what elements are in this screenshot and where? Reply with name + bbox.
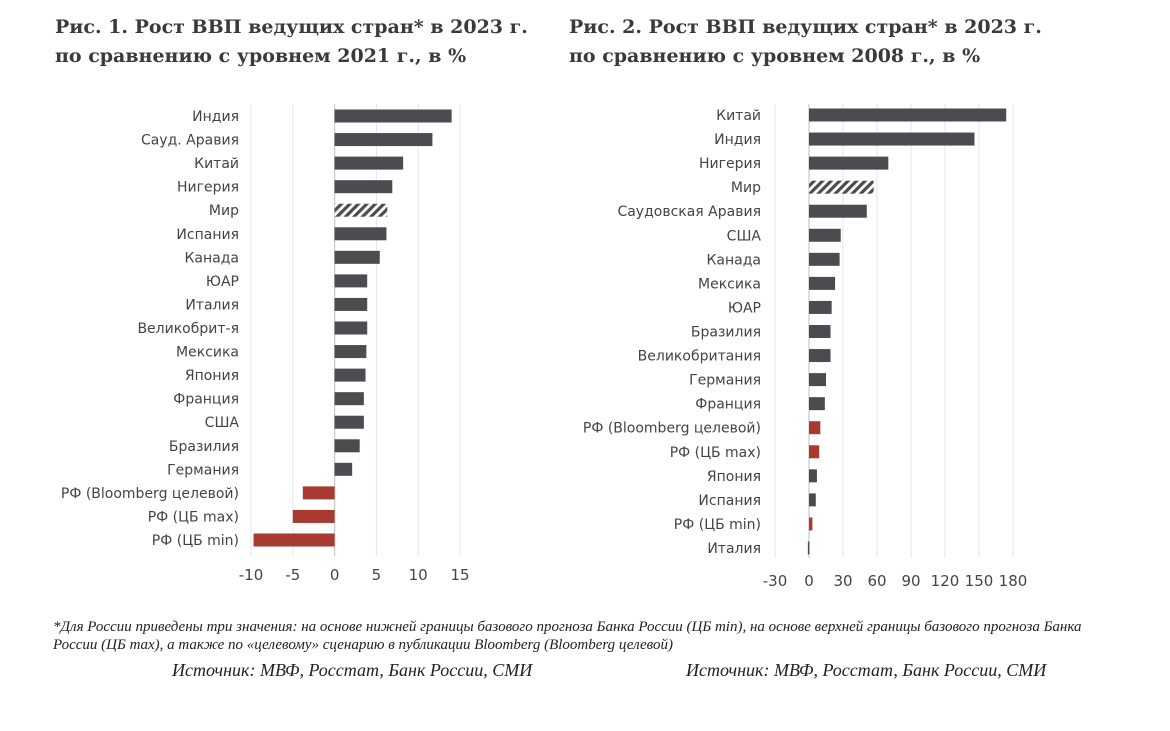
category-label: Испания — [698, 493, 761, 509]
source-left: Источник: МВФ, Росстат, Банк России, СМИ — [172, 660, 533, 680]
category-label: Франция — [695, 397, 761, 413]
bar — [334, 133, 433, 147]
bar — [809, 132, 975, 146]
category-label: Нигерия — [699, 156, 761, 172]
bar — [809, 349, 831, 363]
category-label: Германия — [689, 373, 761, 389]
bar — [809, 493, 816, 507]
category-label: Япония — [707, 469, 761, 485]
bar — [334, 156, 404, 170]
tick-label: 10 — [409, 566, 428, 584]
category-label: Китай — [194, 156, 239, 172]
category-label: Великобрит-я — [137, 321, 239, 337]
bar — [334, 250, 380, 264]
bar — [809, 397, 825, 411]
category-label: США — [727, 228, 762, 244]
category-label: Саудовская Аравия — [617, 204, 761, 220]
bar — [809, 180, 874, 194]
tick-label: 120 — [931, 572, 960, 590]
category-label: РФ (Bloomberg целевой) — [583, 421, 761, 437]
category-label: Китай — [716, 108, 761, 124]
bar — [334, 392, 364, 406]
category-label: Франция — [173, 392, 239, 408]
bar — [302, 486, 335, 500]
tick-label: -10 — [239, 566, 264, 584]
category-label: Индия — [192, 109, 239, 125]
bar — [809, 204, 867, 218]
category-label: Мир — [731, 180, 761, 196]
bar — [334, 368, 366, 382]
category-label: Мексика — [176, 345, 239, 361]
bar — [334, 462, 353, 476]
category-label: Бразилия — [169, 439, 239, 455]
bar — [334, 321, 368, 335]
bar — [809, 156, 889, 170]
footnote: *Для России приведены три значения: на о… — [53, 619, 1082, 653]
category-label: РФ (ЦБ min) — [152, 533, 239, 549]
bar — [334, 345, 367, 359]
bar — [809, 252, 840, 266]
category-label: Канада — [706, 252, 761, 268]
chart-2-title: Рис. 2. Рост ВВП ведущих стран* в 2023 г… — [569, 16, 1042, 67]
category-label: Нигерия — [177, 180, 239, 196]
bar — [809, 300, 832, 314]
category-label: Канада — [184, 250, 239, 266]
bar — [334, 109, 452, 123]
category-label: Бразилия — [691, 325, 761, 341]
category-label: Великобритания — [638, 349, 761, 365]
tick-label: 15 — [450, 566, 469, 584]
category-label: Индия — [714, 132, 761, 148]
bar — [809, 373, 826, 387]
bar — [809, 445, 820, 459]
bar — [809, 469, 817, 483]
category-label: ЮАР — [728, 300, 761, 316]
bar — [292, 509, 335, 523]
category-label: Италия — [707, 541, 761, 557]
category-label: Германия — [167, 462, 239, 478]
tick-label: 60 — [867, 572, 886, 590]
bar — [334, 415, 364, 429]
tick-label: 90 — [901, 572, 920, 590]
tick-label: 5 — [372, 566, 382, 584]
bar — [809, 108, 1007, 122]
category-label: США — [205, 415, 240, 431]
tick-label: 0 — [330, 566, 340, 584]
category-label: РФ (ЦБ max) — [148, 509, 239, 525]
bar — [809, 517, 813, 531]
tick-label: -5 — [285, 566, 300, 584]
category-label: РФ (ЦБ max) — [670, 445, 761, 461]
category-label: РФ (ЦБ min) — [674, 517, 761, 533]
source-right: Источник: МВФ, Росстат, Банк России, СМИ — [686, 660, 1047, 680]
category-label: Япония — [185, 368, 239, 384]
tick-label: 150 — [965, 572, 994, 590]
bar — [334, 227, 387, 241]
category-label: Мир — [209, 203, 239, 219]
tick-label: 30 — [833, 572, 852, 590]
category-label: ЮАР — [206, 274, 239, 290]
category-label: РФ (Bloomberg целевой) — [61, 486, 239, 502]
category-label: Мексика — [698, 276, 761, 292]
category-label: Италия — [185, 297, 239, 313]
category-label: Сауд. Аравия — [141, 133, 239, 149]
category-label: Испания — [176, 227, 239, 243]
tick-label: -30 — [763, 572, 788, 590]
tick-label: 0 — [804, 572, 814, 590]
bar — [809, 421, 821, 435]
bar — [253, 533, 335, 547]
bar — [809, 276, 836, 290]
bar — [334, 274, 368, 288]
bar — [334, 180, 393, 194]
bar — [809, 325, 831, 338]
bar — [334, 203, 388, 217]
chart-1-title: Рис. 1. Рост ВВП ведущих стран* в 2023 г… — [55, 16, 528, 67]
bar — [809, 228, 841, 242]
bar — [334, 439, 360, 453]
bar — [334, 297, 368, 311]
tick-label: 180 — [999, 572, 1028, 590]
bar — [807, 541, 810, 555]
